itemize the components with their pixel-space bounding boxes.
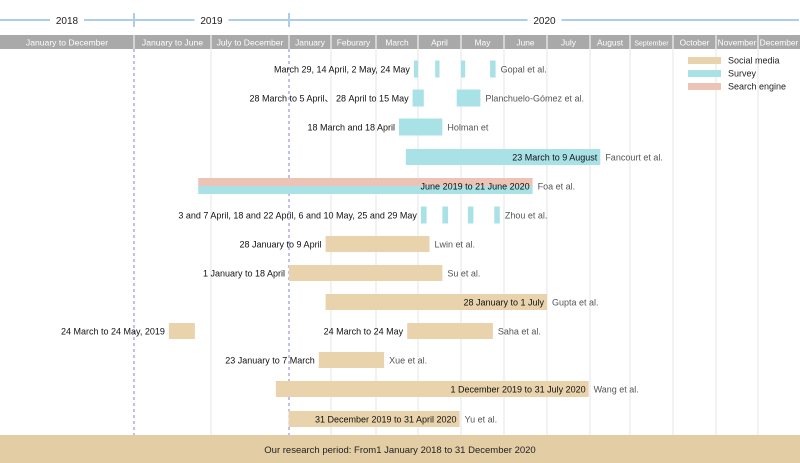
period-label: April	[431, 38, 448, 48]
study-author-label: Gopal et al.	[501, 65, 547, 75]
study-period-label: 28 March to 5 April、 28 April to 15 May	[250, 94, 410, 104]
study-bar	[413, 60, 418, 78]
study-period-label: 23 March to 9 August	[512, 153, 598, 163]
period-label: March	[385, 38, 409, 48]
study-bar	[168, 323, 195, 339]
footer-text: Our research period: From1 January 2018 …	[264, 445, 535, 456]
study-bar	[318, 352, 385, 368]
period-label: January	[295, 38, 326, 48]
footer-bar	[0, 435, 800, 463]
study-bar	[435, 60, 440, 78]
study-bar	[275, 381, 589, 397]
study-bar	[325, 294, 547, 310]
study-bar	[442, 206, 449, 224]
study-author-label: Holman et	[447, 123, 489, 133]
period-label: May	[475, 38, 492, 48]
study-period-label: 28 January to 1 July	[463, 298, 544, 308]
period-label: August	[597, 38, 624, 48]
study-bar	[405, 149, 601, 165]
gridlines	[133, 49, 759, 435]
study-bars	[168, 60, 601, 427]
study-author-label: Xue et al.	[389, 356, 427, 366]
study-bar	[407, 323, 493, 339]
study-bar	[494, 206, 500, 224]
legend-label: Social media	[728, 56, 780, 66]
year-label: 2018	[56, 16, 79, 27]
legend-swatch	[688, 57, 721, 64]
period-label: November	[718, 38, 757, 48]
study-period-label: 31 December 2019 to 31 April 2020	[315, 415, 457, 425]
legend-label: Survey	[728, 69, 757, 79]
study-bar	[288, 411, 460, 427]
legend-label: Search engine	[728, 82, 786, 92]
study-bar	[198, 178, 533, 186]
study-author-label: Foa et al.	[538, 182, 576, 192]
study-bar	[198, 186, 533, 194]
study-period-label: 1 January to 18 April	[203, 269, 285, 279]
study-author-label: Yu et al.	[465, 415, 498, 425]
legend-swatch	[688, 70, 721, 77]
study-bar	[456, 89, 481, 107]
year-axis: 2018 2019 2020	[0, 13, 799, 27]
study-author-label: Su et al.	[447, 269, 480, 279]
study-author-label: Fancourt et al.	[605, 153, 663, 163]
research-period-footer: Our research period: From1 January 2018 …	[0, 435, 800, 463]
study-bar	[490, 60, 496, 78]
study-bar	[461, 60, 466, 78]
study-period-label: June 2019 to 21 June 2020	[421, 182, 530, 192]
study-author-label: Planchuelo-Gómez et al.	[485, 94, 584, 104]
study-period-label: 24 March to 24 May, 2019	[61, 327, 165, 337]
period-label: July to December	[217, 38, 284, 48]
study-author-label: Lwin et al.	[434, 240, 475, 250]
study-period-label: 24 March to 24 May	[324, 327, 404, 337]
study-period-label: March 29, 14 April, 2 May, 24 May	[274, 65, 410, 75]
period-label: June	[516, 38, 535, 48]
legend: Social media Survey Search engine	[688, 56, 786, 92]
study-bar	[412, 89, 424, 107]
study-bar	[325, 236, 430, 252]
period-label: September	[634, 41, 669, 48]
period-label: July	[561, 38, 577, 48]
study-bar	[467, 206, 474, 224]
period-label: Feburary	[337, 38, 371, 48]
study-period-label: 23 January to 7 March	[225, 356, 315, 366]
legend-swatch	[688, 83, 721, 90]
study-bar	[420, 206, 427, 224]
header-bar	[0, 35, 800, 49]
study-bar	[399, 118, 443, 136]
study-period-label: 18 March and 18 April	[307, 123, 395, 133]
study-author-label: Zhou et al.	[505, 211, 548, 221]
study-labels: March 29, 14 April, 2 May, 24 May Gopal e…	[61, 65, 663, 425]
period-label: January to December	[26, 38, 108, 48]
period-label: December	[760, 38, 799, 48]
study-period-label: 3 and 7 April, 18 and 22 April, 6 and 10…	[178, 211, 417, 221]
study-author-label: Gupta et al.	[552, 298, 599, 308]
study-period-label: 1 December 2019 to 31 July 2020	[451, 385, 586, 395]
study-bar	[289, 265, 443, 281]
period-label: January to June	[142, 38, 203, 48]
year-label: 2020	[533, 16, 556, 27]
study-author-label: Saha et al.	[498, 327, 541, 337]
year-label: 2019	[200, 16, 223, 27]
study-author-label: Wang et al.	[594, 385, 639, 395]
study-period-label: 28 January to 9 April	[240, 240, 322, 250]
period-label: October	[680, 38, 710, 48]
period-header: January to December January to June July t…	[0, 35, 800, 49]
